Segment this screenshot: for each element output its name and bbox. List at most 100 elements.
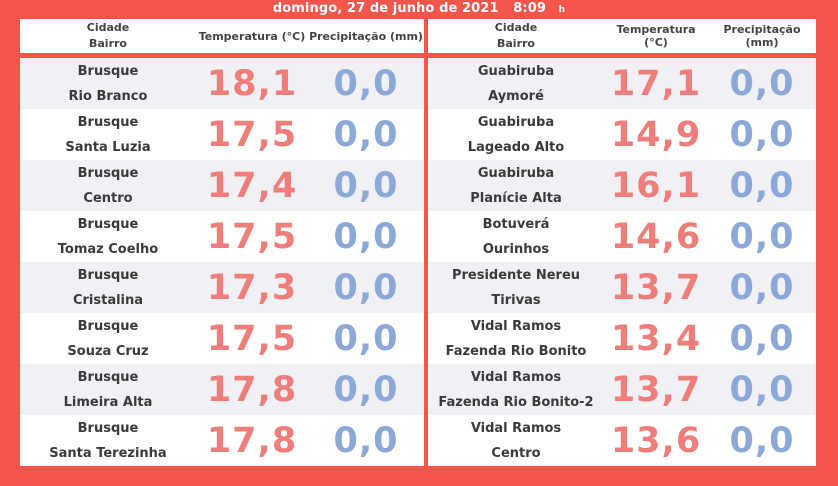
precipitation-value: 0,0 [333,369,399,410]
left-rows: Brusque Rio Branco 18,1 0,0 Brusque Santa Luz… [20,58,424,466]
station-location: Brusque Centro [20,161,196,211]
station-city: Brusque [77,216,139,232]
report-time: 8:09 [513,1,546,16]
district-header: Bairro [497,37,535,50]
table-row: Vidal Ramos Fazenda Rio Bonito 13,4 0,0 [428,313,816,364]
station-location: Brusque Tomaz Coelho [20,212,196,262]
table-row: Brusque Santa Terezinha 17,8 0,0 [20,415,424,466]
station-district: Santa Terezinha [49,445,167,461]
table-row: Vidal Ramos Centro 13,6 0,0 [428,415,816,466]
district-header: Bairro [89,37,127,50]
report-datetime: domingo, 27 de junho de 2021 8:09 h [0,1,838,16]
temperature-value: 17,5 [206,216,298,257]
temperature-value: 17,1 [610,63,702,104]
station-location: Brusque Cristalina [20,263,196,313]
temperature-value: 16,1 [610,165,702,206]
table-row: Guabiruba Lageado Alto 14,9 0,0 [428,109,816,160]
station-location: Vidal Ramos Fazenda Rio Bonito-2 [428,365,604,415]
table-header: Cidade Bairro Temperatura (°C) Precipita… [428,19,816,53]
station-city: Brusque [77,318,139,334]
station-city: Brusque [77,267,139,283]
table-row: Brusque Centro 17,4 0,0 [20,160,424,211]
station-district: Cristalina [72,292,144,308]
station-district: Souza Cruz [67,343,149,359]
precipitation-value: 0,0 [729,63,795,104]
city-header: Cidade [494,21,538,34]
precipitation-value: 0,0 [729,114,795,155]
precipitation-value: 0,0 [729,165,795,206]
temperature-value: 17,4 [206,165,298,206]
temperature-value: 13,7 [610,369,702,410]
station-location: Guabiruba Planície Alta [428,161,604,211]
precipitation-value: 0,0 [333,216,399,257]
city-district-header: Cidade Bairro [20,20,196,52]
station-location: Vidal Ramos Fazenda Rio Bonito [428,314,604,364]
station-location: Brusque Rio Branco [20,59,196,109]
station-district: Tomaz Coelho [57,241,159,257]
station-district: Limeira Alta [63,394,153,410]
station-district: Fazenda Rio Bonito [445,343,587,359]
station-city: Brusque [77,369,139,385]
city-header: Cidade [86,21,130,34]
city-district-header: Cidade Bairro [428,20,604,52]
station-district: Santa Luzia [65,139,151,155]
station-location: Vidal Ramos Centro [428,416,604,466]
table-row: Guabiruba Aymoré 17,1 0,0 [428,58,816,109]
station-city: Brusque [77,165,139,181]
table-header: Cidade Bairro Temperatura (°C) Precipita… [20,19,424,53]
table-row: Brusque Tomaz Coelho 17,5 0,0 [20,211,424,262]
station-city: Botuverá [482,216,550,232]
table-row: Brusque Santa Luzia 17,5 0,0 [20,109,424,160]
table-row: Vidal Ramos Fazenda Rio Bonito-2 13,7 0,0 [428,364,816,415]
station-city: Vidal Ramos [470,420,562,436]
precipitation-value: 0,0 [333,114,399,155]
station-city: Vidal Ramos [470,369,562,385]
right-station-table: Cidade Bairro Temperatura (°C) Precipita… [428,19,816,466]
temperature-value: 17,8 [206,369,298,410]
precipitation-value: 0,0 [729,216,795,257]
station-district: Planície Alta [470,190,562,206]
station-city: Brusque [77,63,139,79]
station-city: Brusque [77,114,139,130]
precipitation-value: 0,0 [333,318,399,359]
temperature-value: 13,7 [610,267,702,308]
precipitation-header: Precipitação (mm) [723,23,801,49]
station-location: Brusque Santa Terezinha [20,416,196,466]
temperature-value: 18,1 [206,63,298,104]
precipitation-header: Precipitação (mm) [309,29,423,43]
precipitation-value: 0,0 [333,63,399,104]
table-row: Botuverá Ourinhos 14,6 0,0 [428,211,816,262]
station-district: Centro [491,445,541,461]
station-district: Aymoré [488,88,544,104]
station-district: Centro [83,190,133,206]
table-row: Brusque Cristalina 17,3 0,0 [20,262,424,313]
precipitation-value: 0,0 [333,420,399,461]
station-city: Presidente Nereu [451,267,581,283]
temperature-header: Temperatura (°C) [616,23,696,49]
left-station-table: Cidade Bairro Temperatura (°C) Precipita… [20,19,424,466]
station-district: Tirivas [491,292,541,308]
temperature-value: 14,9 [610,114,702,155]
temperature-value: 14,6 [610,216,702,257]
temperature-value: 17,3 [206,267,298,308]
temperature-value: 13,4 [610,318,702,359]
precipitation-value: 0,0 [729,369,795,410]
station-city: Brusque [77,420,139,436]
report-date: domingo, 27 de junho de 2021 [272,1,499,16]
precipitation-value: 0,0 [729,267,795,308]
station-city: Guabiruba [477,63,555,79]
station-city: Vidal Ramos [470,318,562,334]
station-location: Brusque Limeira Alta [20,365,196,415]
precipitation-value: 0,0 [333,267,399,308]
station-location: Guabiruba Lageado Alto [428,110,604,160]
station-location: Brusque Souza Cruz [20,314,196,364]
table-row: Guabiruba Planície Alta 16,1 0,0 [428,160,816,211]
temperature-value: 17,5 [206,114,298,155]
station-city: Guabiruba [477,114,555,130]
station-city: Guabiruba [477,165,555,181]
station-district: Lageado Alto [467,139,565,155]
station-location: Botuverá Ourinhos [428,212,604,262]
table-row: Brusque Rio Branco 18,1 0,0 [20,58,424,109]
temperature-header: Temperatura (°C) [198,29,306,43]
station-location: Brusque Santa Luzia [20,110,196,160]
